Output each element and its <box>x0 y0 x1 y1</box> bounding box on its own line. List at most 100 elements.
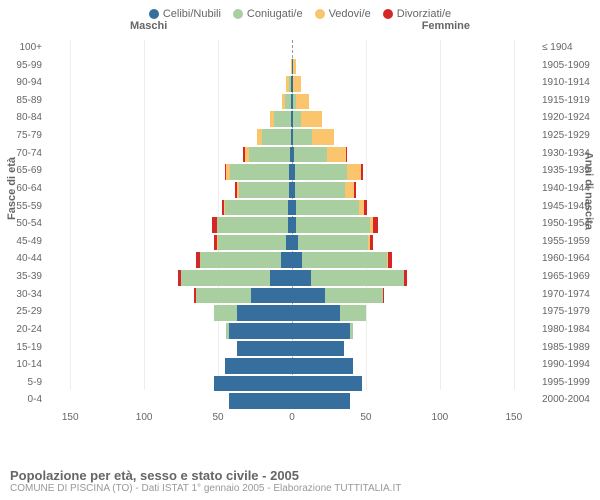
gender-headers: Maschi Femmine <box>0 20 600 40</box>
segment <box>350 323 354 339</box>
female-bar <box>292 59 536 75</box>
legend-label: Celibi/Nubili <box>163 8 221 20</box>
pyramid-row <box>48 234 536 252</box>
segment <box>294 147 327 163</box>
pyramid-row <box>48 75 536 93</box>
female-bar <box>292 111 536 127</box>
segment <box>237 341 292 357</box>
segment <box>354 182 355 198</box>
legend-label: Vedovi/e <box>329 8 371 20</box>
male-bar <box>48 182 292 198</box>
male-bar <box>48 252 292 268</box>
legend-dot <box>315 9 325 19</box>
segment <box>292 393 350 409</box>
segment <box>293 129 311 145</box>
x-tick: 50 <box>360 412 371 423</box>
x-axis: 15010050050100150 <box>48 412 536 428</box>
birthyear-label: 1920-1924 <box>542 110 590 125</box>
segment <box>296 94 309 110</box>
birthyear-label: 1910-1914 <box>542 75 590 90</box>
age-label: 90-94 <box>0 75 42 90</box>
female-bar <box>292 200 536 216</box>
pyramid-row <box>48 251 536 269</box>
chart-container: Celibi/NubiliConiugati/eVedovi/eDivorzia… <box>0 0 600 500</box>
birthyear-label: 1950-1954 <box>542 216 590 231</box>
legend-item: Celibi/Nubili <box>149 8 221 20</box>
age-label: 65-69 <box>0 163 42 178</box>
birthyear-label: ≤ 1904 <box>542 40 573 55</box>
age-label: 85-89 <box>0 93 42 108</box>
segment <box>370 235 373 251</box>
male-bar <box>48 393 292 409</box>
male-bar <box>48 323 292 339</box>
segment <box>296 217 370 233</box>
segment <box>311 270 403 286</box>
male-bar <box>48 235 292 251</box>
female-bar <box>292 393 536 409</box>
x-tick: 0 <box>289 412 295 423</box>
segment <box>225 200 288 216</box>
segment <box>301 111 322 127</box>
x-tick: 150 <box>62 412 79 423</box>
female-bar <box>292 270 536 286</box>
pyramid-row <box>48 58 536 76</box>
segment <box>229 323 292 339</box>
birthyear-label: 1960-1964 <box>542 251 590 266</box>
segment <box>346 147 347 163</box>
pyramid-row <box>48 340 536 358</box>
segment <box>225 358 292 374</box>
segment <box>302 252 387 268</box>
segment <box>388 252 392 268</box>
age-label: 100+ <box>0 40 42 55</box>
pyramid-row <box>48 287 536 305</box>
x-tick: 100 <box>432 412 449 423</box>
age-label: 95-99 <box>0 58 42 73</box>
male-bar <box>48 217 292 233</box>
segment <box>292 305 340 321</box>
male-bar <box>48 376 292 392</box>
female-bar <box>292 41 536 57</box>
segment <box>292 288 325 304</box>
age-label: 80-84 <box>0 110 42 125</box>
segment <box>296 200 359 216</box>
legend-dot <box>383 9 393 19</box>
chart-area: Fasce di età Anni di nascita 100+95-9990… <box>0 40 600 430</box>
x-tick: 50 <box>212 412 223 423</box>
segment <box>293 111 300 127</box>
segment <box>181 270 270 286</box>
pyramid-row <box>48 110 536 128</box>
female-bar <box>292 164 536 180</box>
pyramid-row <box>48 392 536 410</box>
segment <box>237 305 292 321</box>
male-bar <box>48 41 292 57</box>
male-bar <box>48 111 292 127</box>
plot-area <box>48 40 536 410</box>
header-female: Femmine <box>422 20 470 32</box>
pyramid-row <box>48 181 536 199</box>
segment <box>292 358 353 374</box>
segment <box>325 288 383 304</box>
pyramid-row <box>48 322 536 340</box>
legend-dot <box>149 9 159 19</box>
segment <box>312 129 334 145</box>
segment <box>327 147 345 163</box>
birthyear-label: 1965-1969 <box>542 269 590 284</box>
age-label: 55-59 <box>0 199 42 214</box>
female-bar <box>292 182 536 198</box>
male-bar <box>48 164 292 180</box>
segment <box>293 76 300 92</box>
segment <box>292 252 302 268</box>
pyramid-row <box>48 40 536 58</box>
legend-label: Divorziati/e <box>397 8 451 20</box>
segment <box>404 270 407 286</box>
segment <box>292 341 344 357</box>
age-label: 10-14 <box>0 357 42 372</box>
segment <box>262 129 290 145</box>
age-label: 60-64 <box>0 181 42 196</box>
segment <box>251 288 292 304</box>
pyramid-row <box>48 269 536 287</box>
birthyear-label: 1975-1979 <box>542 304 590 319</box>
segment <box>217 217 287 233</box>
male-bar <box>48 76 292 92</box>
male-bar <box>48 358 292 374</box>
